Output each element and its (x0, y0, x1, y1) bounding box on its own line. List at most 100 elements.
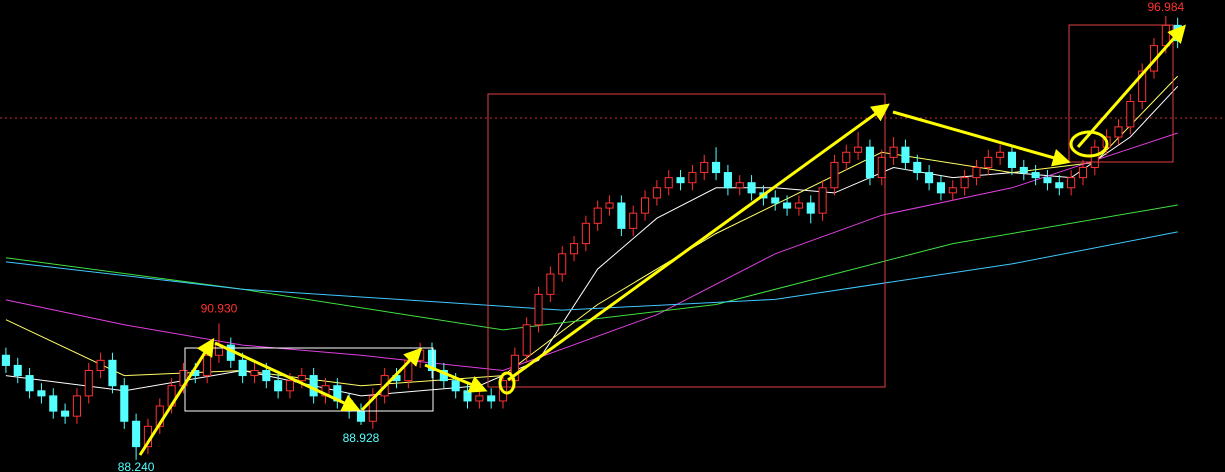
candle-body (842, 151, 851, 163)
underlay (0, 75, 1225, 397)
candle-body (368, 395, 377, 422)
candle-body (1031, 172, 1040, 179)
candle-body (783, 202, 792, 209)
candle-body (794, 202, 803, 209)
price-label: 88.928 (343, 431, 380, 445)
candle-body (723, 172, 732, 189)
candle-body (617, 202, 626, 229)
candle-body (913, 161, 922, 174)
candle-body (1007, 151, 1017, 168)
price-label: 96.984 (1147, 0, 1184, 14)
arrow (214, 341, 361, 412)
candle-body (25, 375, 34, 392)
candle-body (37, 390, 46, 397)
arrow (424, 363, 488, 393)
candle-body (664, 177, 673, 189)
candle-body (996, 151, 1005, 158)
candle-body (61, 410, 70, 417)
candle-body (522, 324, 531, 356)
candle-body (629, 212, 638, 229)
candle-body (747, 182, 756, 194)
candle-body (534, 293, 543, 326)
candle-body (1055, 182, 1064, 189)
candle-body (593, 207, 602, 224)
arrow (360, 347, 423, 412)
candle-body (203, 354, 212, 377)
candle-body (818, 187, 827, 214)
candle-body (274, 380, 283, 392)
candle-body (735, 182, 744, 189)
candle-body (806, 202, 815, 214)
highlight-circle (498, 371, 516, 395)
candle-body (427, 349, 437, 371)
marks (1, 16, 1182, 460)
candle-body (960, 177, 969, 189)
candle-body (84, 369, 93, 397)
candle-body (652, 187, 661, 199)
candle-body (451, 380, 460, 392)
candle-body (948, 187, 957, 194)
candle-body (120, 385, 129, 422)
candle-body (1138, 70, 1147, 103)
candle-body (96, 359, 105, 371)
candle-body (132, 420, 141, 448)
candle-body (1078, 166, 1088, 179)
moving-average-line (5, 75, 1179, 387)
candle-body (865, 146, 874, 179)
candle-body (1, 354, 10, 366)
candle-body (889, 146, 898, 158)
price-label: 88.240 (118, 460, 155, 472)
candle-body (356, 410, 366, 422)
candle-body (901, 146, 910, 163)
moving-average-line (5, 132, 1178, 372)
candle-body (854, 146, 863, 153)
candle-body (487, 395, 496, 402)
candle-body (546, 273, 555, 295)
arrow (138, 337, 215, 456)
candle-body (108, 359, 117, 387)
annotation-shapes (138, 24, 1186, 456)
candle-body (972, 166, 981, 179)
candle-body (49, 395, 58, 412)
candle-body (1067, 177, 1076, 189)
arrow (892, 110, 1071, 167)
candle-body (1019, 166, 1028, 174)
candle-body (569, 243, 579, 255)
candle-body (771, 197, 780, 204)
candle-body (309, 375, 318, 397)
candle-body (700, 161, 709, 174)
candle-body (688, 172, 697, 184)
candle-body (1126, 101, 1135, 128)
moving-average-line (5, 204, 1178, 331)
candle-body (297, 375, 306, 382)
candle-body (72, 395, 81, 417)
candle-body (475, 395, 484, 402)
candle-body (830, 161, 839, 189)
trend-box (487, 93, 886, 388)
candle-body (1090, 146, 1099, 168)
candle-body (712, 161, 721, 174)
range-box (184, 347, 434, 412)
price-label: 90.930 (201, 301, 238, 315)
moving-average-line (5, 85, 1179, 397)
candle-body (925, 172, 934, 184)
labels: 90.930 88.928 88.240 96.984 (118, 0, 1185, 472)
candle-body (877, 156, 886, 179)
candle-body (581, 222, 590, 245)
arrow (1076, 24, 1186, 148)
candle-body (13, 364, 22, 377)
candle-body (1114, 126, 1123, 138)
candle-body (463, 390, 472, 402)
candle-body (640, 197, 650, 214)
candle-body (605, 202, 614, 209)
candle-body (936, 182, 945, 194)
moving-average-line (5, 231, 1178, 311)
highlight-circle (1069, 130, 1109, 158)
candle-body (984, 156, 993, 168)
candle-body (285, 380, 295, 392)
candle-body (1043, 177, 1052, 184)
candle-body (238, 359, 247, 377)
arrow (507, 103, 890, 382)
